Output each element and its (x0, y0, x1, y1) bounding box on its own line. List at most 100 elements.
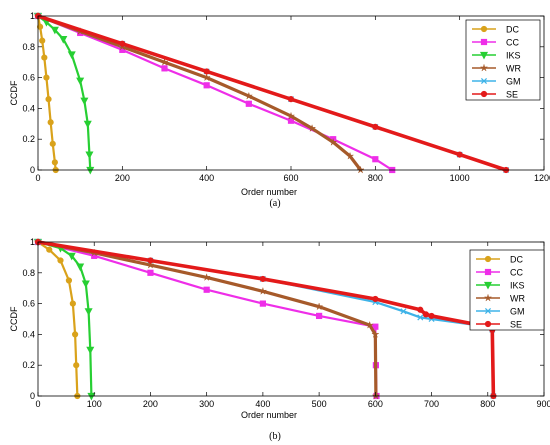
chart-2: 0 100 200 300 400 500 600 700 800 900 0 0.2 0.4 0.6 0.… (9, 237, 550, 442)
data-point-wr (307, 123, 317, 133)
x-tick-label: 100 (87, 399, 102, 409)
series-markers-wr (33, 11, 365, 174)
series-line-se (37, 14, 507, 172)
y-tick-label: 0.2 (22, 134, 35, 144)
data-point-se (417, 306, 424, 313)
y-tick-label: 0.6 (22, 73, 35, 83)
legend: DC CC IKS WR GM SE (469, 249, 545, 331)
legend-box (469, 249, 545, 331)
data-point-gm (417, 314, 424, 321)
data-point-dc (39, 37, 46, 44)
legend-label-dc: DC (510, 255, 523, 265)
y-axis-label: CCDF (9, 80, 19, 105)
legend-marker-gm (480, 77, 488, 85)
data-point-cc (372, 156, 379, 163)
data-point-iks (67, 252, 76, 261)
x-tick-label: 400 (255, 399, 270, 409)
x-tick-label: 500 (312, 399, 327, 409)
data-point-cc (203, 286, 210, 293)
data-point-se (372, 123, 379, 130)
data-point-iks (80, 97, 89, 106)
series-line-wr (37, 14, 362, 171)
legend-label-cc: CC (510, 268, 523, 278)
legend-label-wr: WR (506, 64, 521, 74)
y-tick-label: 0.8 (22, 268, 35, 278)
data-point-se (203, 68, 210, 75)
data-point-cc (372, 323, 379, 330)
legend-label-dc: DC (506, 25, 519, 35)
data-point-se (119, 40, 126, 47)
data-point-dc (73, 362, 80, 369)
y-tick-label: 0 (30, 391, 35, 401)
legend: DC CC IKS WR GM SE (465, 19, 541, 101)
x-tick-label: 400 (199, 173, 214, 183)
y-tick-label: 0.4 (22, 329, 35, 339)
legend-label-iks: IKS (506, 51, 521, 61)
legend-marker-dc (480, 25, 488, 33)
data-point-wr (345, 151, 355, 160)
data-point-dc (47, 119, 54, 126)
legend-marker-wr (479, 63, 489, 72)
series-line-dc (36, 15, 57, 171)
x-axis-label: Order number (241, 187, 297, 197)
data-point-wr (202, 73, 212, 82)
y-axis-label: CCDF (9, 306, 19, 331)
data-point-wr (370, 329, 380, 339)
series-markers-dc (34, 238, 81, 400)
x-tick-label: 900 (536, 399, 550, 409)
data-point-wr (202, 272, 212, 282)
series-markers-iks (33, 238, 96, 401)
x-tick-label: 200 (143, 399, 158, 409)
data-point-cc (147, 269, 154, 276)
legend-marker-dc (484, 255, 492, 263)
data-point-dc (45, 96, 52, 103)
data-point-dc (49, 140, 56, 147)
legend-marker-se (484, 320, 492, 328)
x-tick-label: 0 (35, 173, 40, 183)
legend-label-se: SE (506, 90, 518, 100)
data-point-wr (146, 260, 155, 269)
data-point-cc (259, 300, 266, 307)
data-point-iks (67, 51, 76, 59)
series-line-iks (37, 240, 93, 397)
data-point-se (422, 311, 430, 318)
y-tick-label: 1 (30, 11, 35, 21)
y-tick-label: 0 (30, 165, 35, 175)
data-point-iks (85, 151, 94, 160)
series-markers-dc (34, 12, 59, 174)
series-line-dc (37, 241, 79, 397)
series-markers-cc (34, 238, 380, 400)
series-line-gm (37, 240, 495, 397)
legend-label-gm: GM (506, 77, 521, 87)
data-point-iks (84, 308, 93, 316)
plot-frame (37, 241, 545, 397)
y-tick-label: 1 (30, 237, 35, 247)
data-point-se (147, 257, 154, 264)
data-point-cc (161, 65, 168, 72)
x-tick-label: 800 (368, 173, 383, 183)
data-point-wr (365, 320, 375, 329)
data-point-wr (286, 111, 296, 120)
series-line-iks (37, 15, 92, 171)
legend-marker-iks (479, 51, 489, 60)
legend-marker-gm (484, 307, 492, 315)
x-tick-label: 200 (115, 173, 130, 183)
legend-marker-wr (483, 293, 493, 302)
data-point-dc (69, 300, 76, 307)
data-point-se (259, 275, 266, 283)
data-point-dc (43, 74, 50, 81)
data-point-gm (400, 308, 407, 315)
x-tick-label: 800 (480, 399, 495, 409)
data-point-dc (41, 54, 48, 61)
legend-box (465, 19, 541, 101)
legend-marker-cc (480, 38, 488, 46)
legend-marker-cc (484, 268, 492, 276)
figure-caption: (a) (269, 198, 280, 209)
legend-label-cc: CC (506, 38, 519, 48)
x-tick-label: 600 (368, 399, 383, 409)
data-point-iks (50, 26, 59, 35)
data-point-cc (316, 312, 323, 320)
legend-marker-iks (483, 281, 493, 290)
data-point-cc (245, 100, 252, 107)
